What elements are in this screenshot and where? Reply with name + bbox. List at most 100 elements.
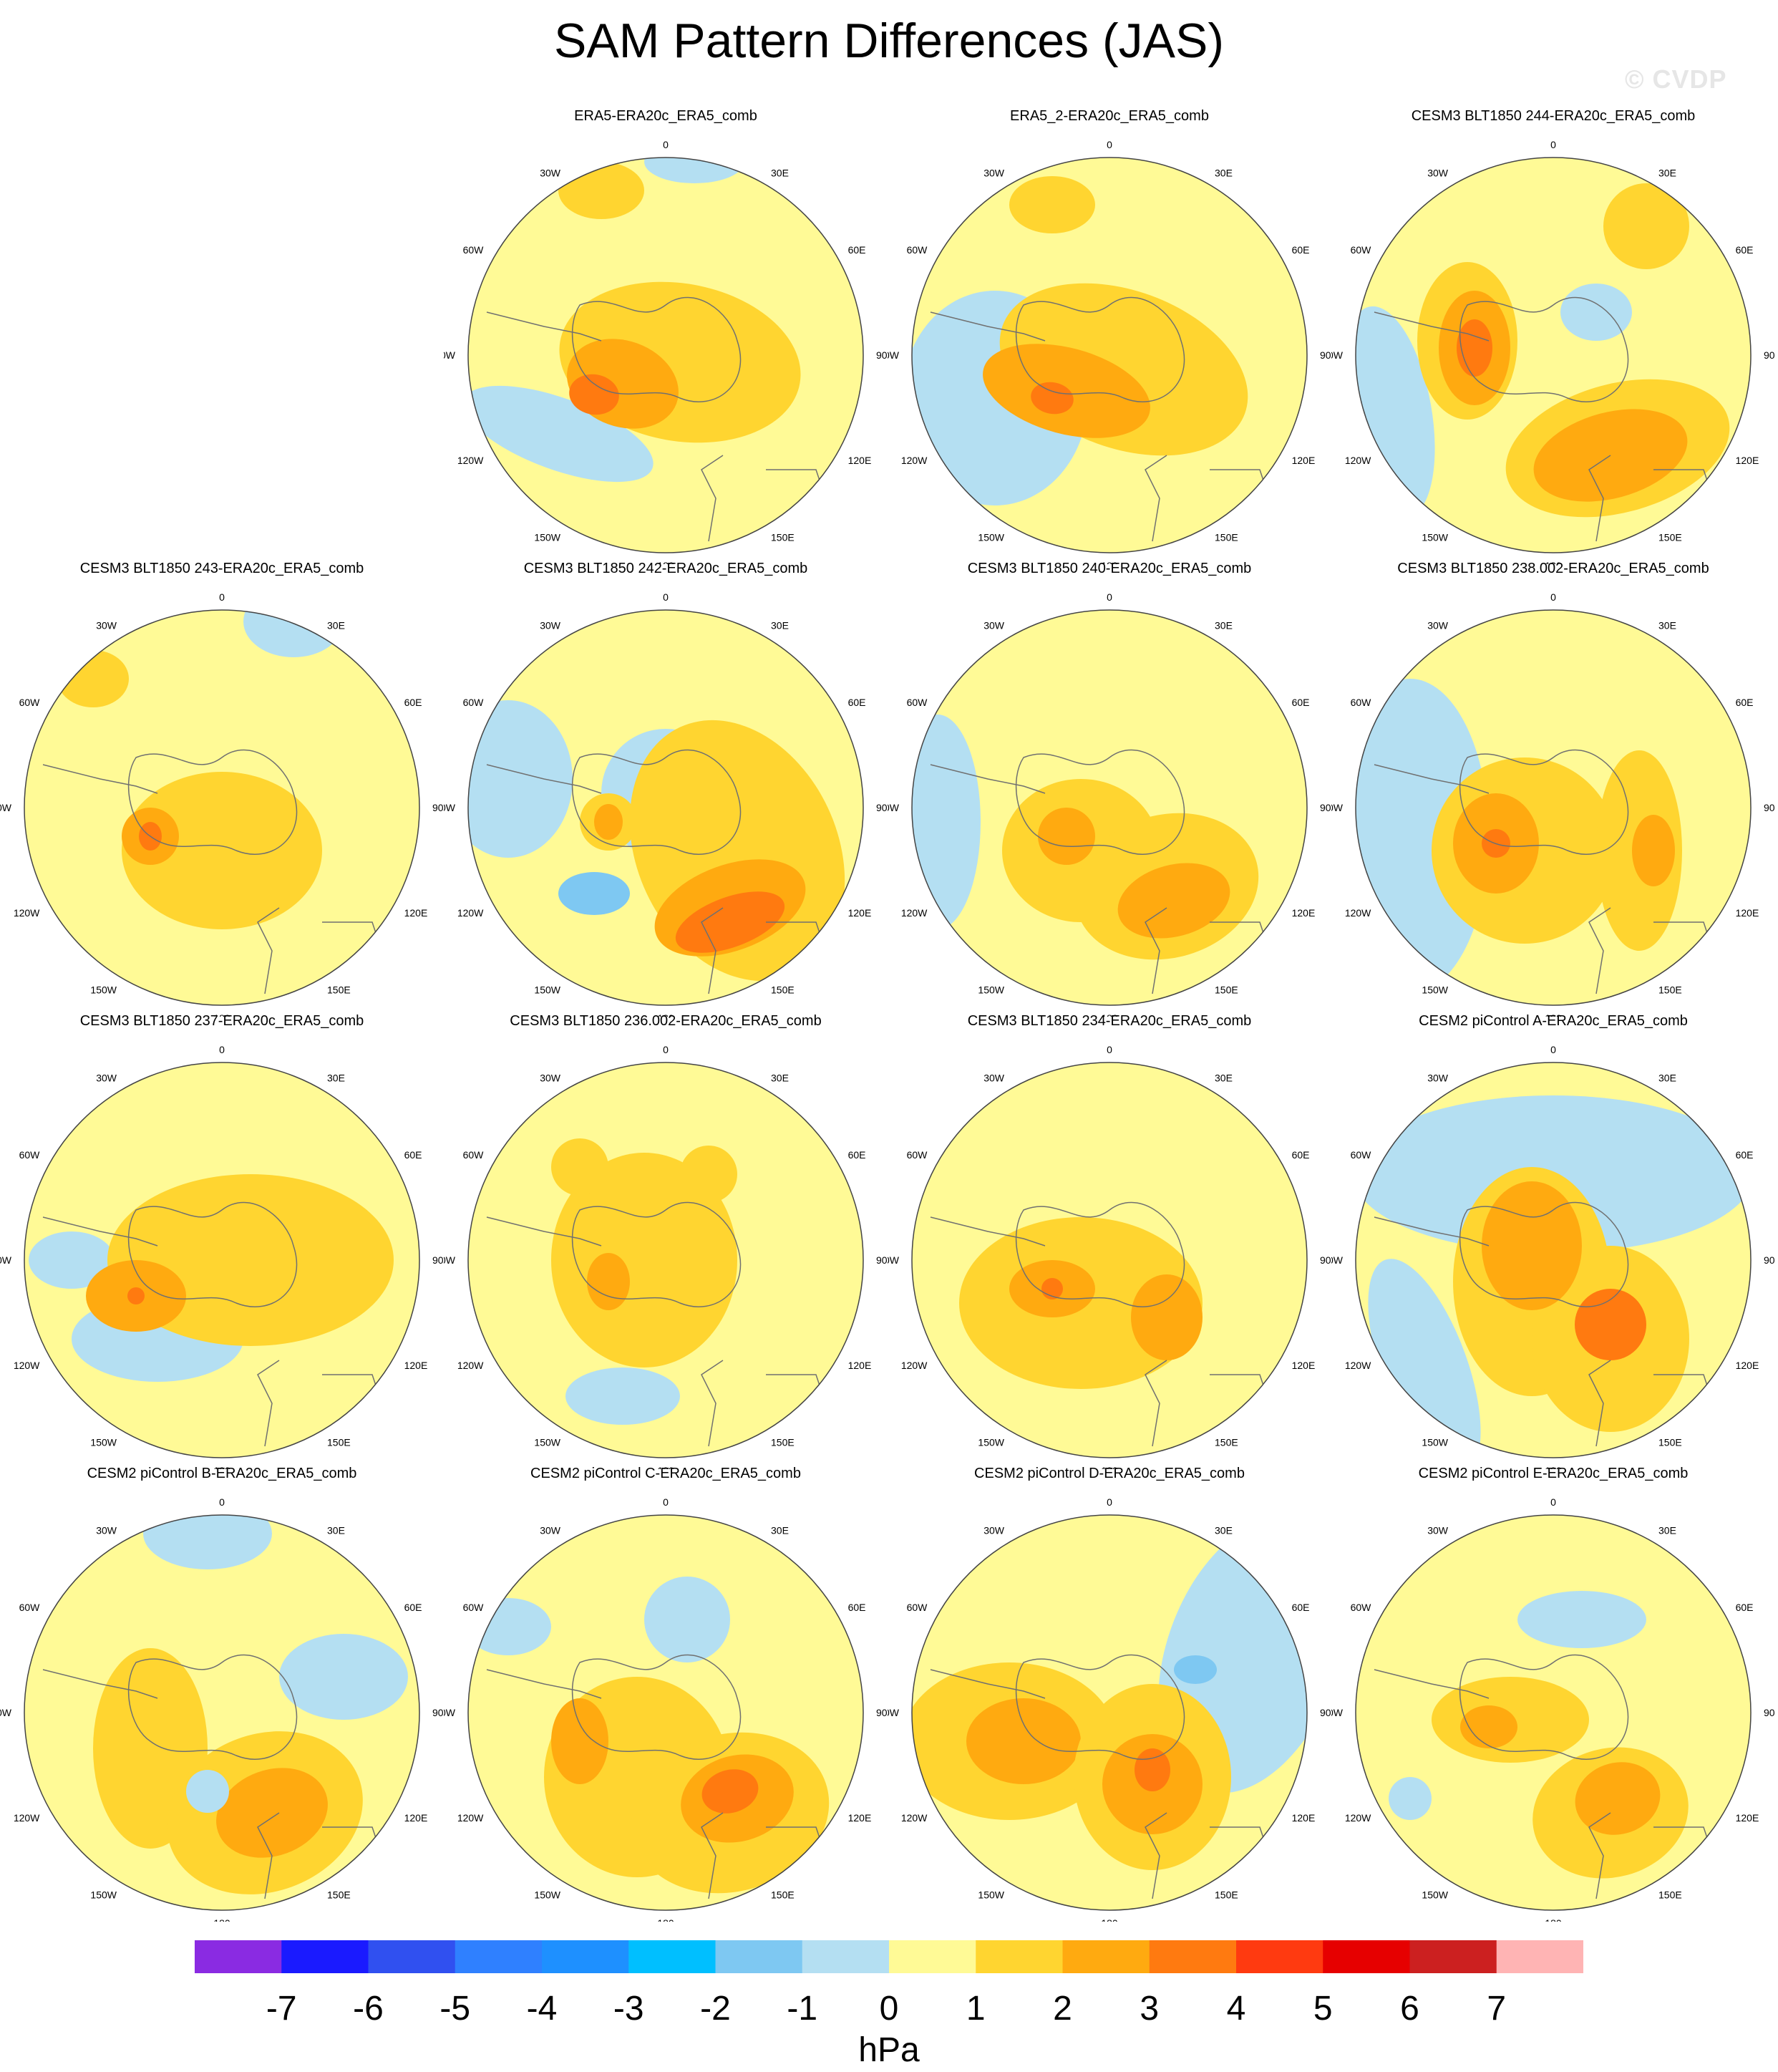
coastline xyxy=(1145,1812,1167,1899)
figure-title: SAM Pattern Differences (JAS) xyxy=(554,14,1224,68)
coastline xyxy=(42,764,158,794)
colorbar-box xyxy=(802,1940,890,1973)
polar-stereographic-map: 0 30E 60E 90E 120E 150E 180 150W 120W 90W 60W 30W xyxy=(0,591,444,1017)
colorbar-tick-label: 2 xyxy=(1053,1990,1072,2028)
panel-title: CESM2 piControl A-ERA20c_ERA5_comb xyxy=(1419,1013,1688,1029)
longitude-label: 150W xyxy=(978,1437,1004,1448)
longitude-label: 90W xyxy=(0,802,12,813)
longitude-label: 150W xyxy=(1422,1437,1448,1448)
longitude-label: 60E xyxy=(848,1149,866,1161)
longitude-label: 180 xyxy=(1101,1917,1118,1922)
longitude-label: 90E xyxy=(876,349,888,361)
longitude-label: 90E xyxy=(432,1254,444,1266)
longitude-label: 90E xyxy=(1764,349,1775,361)
colorbar-tick-label: 4 xyxy=(1226,1990,1246,2028)
longitude-label: 30W xyxy=(540,1072,561,1083)
longitude-label: 60E xyxy=(1736,244,1754,256)
contour-fill xyxy=(186,1770,229,1813)
longitude-label: 120W xyxy=(457,907,484,919)
longitude-label: 30W xyxy=(983,1524,1005,1536)
longitude-label: 30W xyxy=(1427,167,1449,178)
longitude-label: 30E xyxy=(1215,619,1233,631)
longitude-label: 150W xyxy=(1422,1889,1448,1901)
polar-stereographic-map: 0 30E 60E 90E 120E 150E 180 150W 120W 90W 60W 30W xyxy=(888,1044,1331,1469)
coastline xyxy=(1145,1360,1167,1447)
longitude-label: 60W xyxy=(463,1149,485,1161)
longitude-label: 150E xyxy=(771,1437,795,1448)
longitude-label: 120W xyxy=(457,1812,484,1824)
contour-fill xyxy=(680,1146,737,1203)
longitude-label: 150E xyxy=(1215,1437,1238,1448)
panel-title: CESM3 BLT1850 242-ERA20c_ERA5_comb xyxy=(523,561,808,576)
longitude-label: 120W xyxy=(1345,455,1371,466)
longitude-label: 120W xyxy=(901,907,928,919)
longitude-label: 60E xyxy=(848,244,866,256)
colorbar-tick-label: -1 xyxy=(787,1990,818,2028)
coastline xyxy=(486,1669,602,1699)
map-panel: ERA5-ERA20c_ERA5_comb 0 30E 60E 90E 120E 150E 1… xyxy=(444,107,888,566)
coastline xyxy=(1588,1360,1611,1447)
map-boundary xyxy=(24,1062,420,1458)
longitude-label: 180 xyxy=(1545,1917,1562,1922)
longitude-label: 60E xyxy=(1292,1602,1310,1613)
panel-title: ERA5-ERA20c_ERA5_comb xyxy=(574,108,757,124)
longitude-label: 90W xyxy=(1331,1254,1344,1266)
colorbar-box xyxy=(715,1940,803,1973)
map-panel: CESM3 BLT1850 243-ERA20c_ERA5_comb 0 30E 60… xyxy=(0,560,444,1018)
longitude-label: 30E xyxy=(1215,1072,1233,1083)
longitude-label: 90E xyxy=(1320,349,1331,361)
coastline xyxy=(930,1216,1046,1246)
longitude-label: 90W xyxy=(1331,802,1344,813)
coastline xyxy=(571,749,742,855)
coastline xyxy=(486,311,602,342)
longitude-label: 120W xyxy=(14,1360,40,1371)
longitude-label: 30W xyxy=(1427,619,1449,631)
colorbar-box xyxy=(1236,1940,1323,1973)
longitude-label: 30W xyxy=(96,1524,117,1536)
longitude-label: 120E xyxy=(848,455,872,466)
contour-fill xyxy=(558,872,630,915)
longitude-label: 60E xyxy=(1292,1149,1310,1161)
colorbar-box xyxy=(1062,1940,1150,1973)
map-panel: CESM2 piControl A-ERA20c_ERA5_comb 0 30E 60… xyxy=(1331,1012,1775,1471)
longitude-label: 150W xyxy=(90,1889,117,1901)
contour-fill xyxy=(1389,1777,1432,1820)
colorbar-box xyxy=(628,1940,716,1973)
contour-fill xyxy=(1460,1705,1517,1748)
map-panel: CESM3 BLT1850 238.002-ERA20c_ERA5_comb 0 3… xyxy=(1331,560,1775,1018)
map-boundary xyxy=(24,609,420,1006)
longitude-label: 60E xyxy=(404,697,422,708)
contour-fill xyxy=(551,1698,608,1784)
longitude-label: 90E xyxy=(1320,1707,1331,1718)
contour-fill xyxy=(1038,808,1095,865)
panel-title: ERA5_2-ERA20c_ERA5_comb xyxy=(1010,108,1209,124)
panel-title: CESM3 BLT1850 234-ERA20c_ERA5_comb xyxy=(967,1013,1252,1029)
longitude-label: 120E xyxy=(1736,455,1759,466)
map-boundary xyxy=(1355,1514,1752,1911)
longitude-label: 90W xyxy=(888,1707,900,1718)
colorbar-box xyxy=(281,1940,369,1973)
colorbar-box xyxy=(889,1940,976,1973)
map-panel: CESM3 BLT1850 244-ERA20c_ERA5_comb 0 30E 60… xyxy=(1331,107,1775,566)
longitude-label: 60W xyxy=(19,697,41,708)
map-boundary xyxy=(467,609,864,1006)
map-boundary xyxy=(1355,157,1752,553)
longitude-label: 90E xyxy=(876,802,888,813)
longitude-label: 180 xyxy=(1545,1465,1562,1469)
coastline xyxy=(1588,907,1611,994)
longitude-label: 150W xyxy=(978,532,1004,543)
longitude-label: 90W xyxy=(888,349,900,361)
longitude-label: 30E xyxy=(771,167,789,178)
coastline xyxy=(1459,296,1629,402)
map-panel: CESM2 piControl C-ERA20c_ERA5_comb 0 30E 60… xyxy=(444,1465,888,1923)
coastline xyxy=(1374,764,1490,794)
longitude-label: 120W xyxy=(901,1812,928,1824)
longitude-label: 150W xyxy=(1422,984,1448,996)
polar-stereographic-map: 0 30E 60E 90E 120E 150E 180 150W 120W 90W 60W 30W xyxy=(888,591,1331,1017)
colorbar-tick-label: 7 xyxy=(1487,1990,1507,2028)
contour-fill xyxy=(1560,284,1632,341)
colorbar-tick-label: 3 xyxy=(1140,1990,1160,2028)
map-panel: CESM2 piControl E-ERA20c_ERA5_comb 0 30E 60… xyxy=(1331,1465,1775,1923)
contour-fill xyxy=(912,715,981,929)
coastline xyxy=(127,1201,298,1307)
